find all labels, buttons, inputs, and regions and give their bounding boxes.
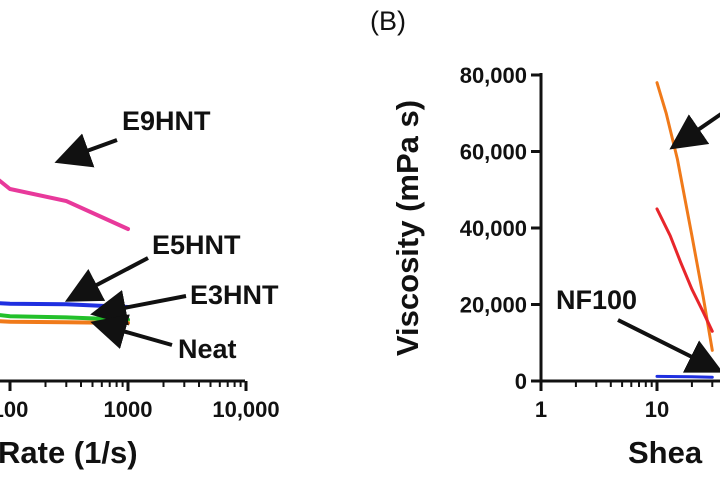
panel-b-y-tick-label: 0 [515, 369, 527, 394]
panel-a-x-tick-label: 10,000 [212, 397, 279, 422]
panel-a-label-e3hnt: E3HNT [190, 280, 279, 310]
panel-b: (B) Viscosity (mPa s) 0 20,000 40,000 60,00… [370, 6, 720, 470]
panel-a-arrow-e5hnt [64, 256, 149, 302]
panel-a-series-e5hnt [0, 301, 130, 309]
panel-b-y-tick-label: 80,000 [460, 63, 527, 88]
panel-a: E9HNT E5HNT E3HNT Neat 100 1000 10,000 Rate (… [0, 106, 280, 470]
panel-b-series-nf100 [655, 374, 714, 379]
panel-a-arrow-e3hnt [90, 290, 187, 326]
panel-b-label-nf100: NF100 [556, 285, 637, 315]
panel-b-arrow-nf100 [617, 318, 720, 373]
panel-b-x-axis-title: Shea [628, 435, 703, 470]
panel-b-x-tick-label: 10 [645, 397, 669, 422]
panel-a-x-ticks: 100 1000 10,000 [0, 381, 280, 422]
panel-b-y-tick-label: 60,000 [460, 140, 527, 165]
panel-b-series [655, 81, 714, 379]
panel-a-x-axis-title: Rate (1/s) [0, 435, 138, 470]
panel-a-annotations: E9HNT E5HNT E3HNT Neat [54, 106, 279, 364]
panel-b-x-tick-label: 1 [535, 397, 547, 422]
panel-b-y-tick-label: 40,000 [460, 216, 527, 241]
panel-b-y-ticks: 0 20,000 40,000 60,000 80,000 [460, 63, 541, 394]
panel-b-y-tick-label: 20,000 [460, 293, 527, 318]
panel-b-series-orange [655, 81, 714, 352]
panel-a-series-e9hnt [0, 178, 130, 231]
panel-b-series-red [655, 207, 714, 333]
panel-b-arrow-orange [669, 112, 720, 150]
panel-b-label: (B) [370, 6, 406, 36]
panel-a-arrow-e9hnt [54, 133, 118, 168]
panel-b-annotations: NF100 [556, 112, 720, 373]
panel-a-series-neat [0, 319, 130, 325]
panel-a-x-tick-label: 100 [0, 397, 28, 422]
panel-a-series [0, 178, 130, 325]
panel-a-label-e9hnt: E9HNT [122, 106, 211, 136]
panel-a-label-e5hnt: E5HNT [152, 230, 241, 260]
panel-b-y-axis-title: Viscosity (mPa s) [390, 100, 425, 356]
panel-a-arrow-neat [90, 314, 173, 349]
panel-a-x-tick-label: 1000 [104, 397, 153, 422]
panel-a-label-neat: Neat [178, 334, 237, 364]
panel-b-x-ticks: 1 10 [535, 381, 714, 422]
panel-a-series-e3hnt [0, 313, 130, 322]
